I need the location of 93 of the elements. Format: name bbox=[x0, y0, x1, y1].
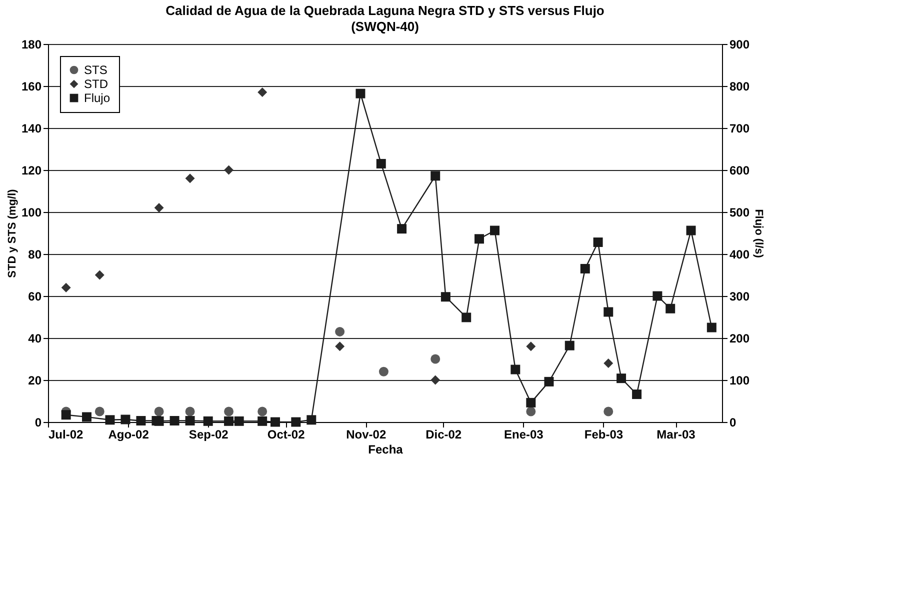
point bbox=[154, 416, 164, 426]
point bbox=[526, 406, 536, 416]
point bbox=[652, 291, 662, 301]
point bbox=[604, 307, 614, 317]
y2-tick-label: 200 bbox=[730, 332, 750, 346]
point bbox=[604, 358, 614, 368]
y-tick-label: 80 bbox=[28, 248, 42, 262]
point bbox=[440, 292, 450, 302]
x-tick-label: Ene-03 bbox=[504, 428, 544, 442]
x-tick-label: Oct-02 bbox=[267, 428, 306, 442]
point bbox=[430, 354, 440, 364]
point bbox=[430, 171, 440, 181]
legend-label: STS bbox=[84, 63, 108, 77]
x-tick-label: Feb-03 bbox=[584, 428, 624, 442]
y2-tick-label: 600 bbox=[730, 164, 750, 178]
y-tick-label: 180 bbox=[21, 38, 42, 52]
x-tick-label: Mar-03 bbox=[656, 428, 696, 442]
point bbox=[666, 304, 676, 314]
x-tick-label: Jul-02 bbox=[48, 428, 84, 442]
point bbox=[706, 322, 716, 332]
point bbox=[616, 374, 626, 384]
point bbox=[185, 406, 195, 416]
point bbox=[580, 264, 590, 274]
point bbox=[203, 416, 213, 426]
point bbox=[686, 226, 696, 236]
point bbox=[61, 282, 71, 292]
legend-label: Flujo bbox=[84, 91, 110, 105]
y-tick-label: 0 bbox=[34, 416, 42, 430]
y-tick-label: 40 bbox=[28, 332, 42, 346]
point bbox=[154, 203, 164, 213]
y-tick-label: 140 bbox=[21, 122, 42, 136]
chart-subtitle: (SWQN-40) bbox=[351, 19, 419, 34]
x-tick-label: Sep-02 bbox=[188, 428, 229, 442]
y2-tick-label: 100 bbox=[730, 374, 750, 388]
point bbox=[120, 414, 130, 424]
y-tick-label: 60 bbox=[28, 290, 42, 304]
point bbox=[378, 366, 388, 376]
y2-tick-label: 800 bbox=[730, 80, 750, 94]
point bbox=[224, 406, 234, 416]
point bbox=[61, 410, 71, 420]
x-tick-label: Nov-02 bbox=[346, 428, 386, 442]
point bbox=[544, 376, 554, 386]
point bbox=[258, 416, 268, 426]
y2-tick-label: 900 bbox=[730, 38, 750, 52]
point bbox=[632, 390, 642, 400]
point bbox=[258, 406, 268, 416]
point bbox=[136, 416, 146, 426]
y-tick-label: 120 bbox=[21, 164, 42, 178]
y-tick-label: 100 bbox=[21, 206, 42, 220]
point bbox=[604, 406, 614, 416]
point bbox=[474, 234, 484, 244]
point bbox=[224, 165, 234, 175]
chart-title: Calidad de Agua de la Quebrada Laguna Negra STD y STS versus Flujo bbox=[166, 3, 604, 18]
y2-tick-label: 700 bbox=[730, 122, 750, 136]
point bbox=[258, 88, 268, 98]
y-tick-label: 20 bbox=[28, 374, 42, 388]
point bbox=[526, 398, 536, 408]
point bbox=[564, 340, 574, 350]
point bbox=[430, 375, 440, 385]
point bbox=[82, 412, 92, 422]
point bbox=[335, 342, 345, 352]
point bbox=[397, 224, 407, 234]
point bbox=[234, 416, 244, 426]
y2-tick-label: 300 bbox=[730, 290, 750, 304]
y-axis-title: STD y STS (mg/l) bbox=[6, 188, 18, 278]
point bbox=[510, 364, 520, 374]
x-tick-label: Ago-02 bbox=[108, 428, 150, 442]
x-tick-label: Dic-02 bbox=[426, 428, 462, 442]
y2-tick-label: 500 bbox=[730, 206, 750, 220]
point bbox=[306, 415, 316, 425]
y-tick-label: 160 bbox=[21, 80, 42, 94]
point bbox=[526, 342, 536, 352]
x-axis-title: Fecha bbox=[368, 442, 404, 456]
point bbox=[185, 174, 195, 184]
point bbox=[335, 326, 345, 336]
point bbox=[170, 416, 180, 426]
y2-axis-title: Flujo (l/s) bbox=[752, 209, 765, 258]
point bbox=[593, 237, 603, 247]
point bbox=[291, 417, 301, 427]
point bbox=[376, 158, 386, 168]
point bbox=[185, 416, 195, 426]
point bbox=[224, 416, 234, 426]
point bbox=[105, 415, 115, 425]
point bbox=[270, 417, 280, 427]
y2-tick-label: 0 bbox=[730, 416, 736, 430]
point bbox=[356, 88, 366, 98]
point bbox=[462, 312, 472, 322]
point bbox=[94, 270, 104, 280]
point bbox=[154, 406, 164, 416]
point bbox=[490, 226, 500, 236]
y2-tick-label: 400 bbox=[730, 248, 750, 262]
point bbox=[94, 406, 104, 416]
legend-label: STD bbox=[84, 77, 108, 91]
